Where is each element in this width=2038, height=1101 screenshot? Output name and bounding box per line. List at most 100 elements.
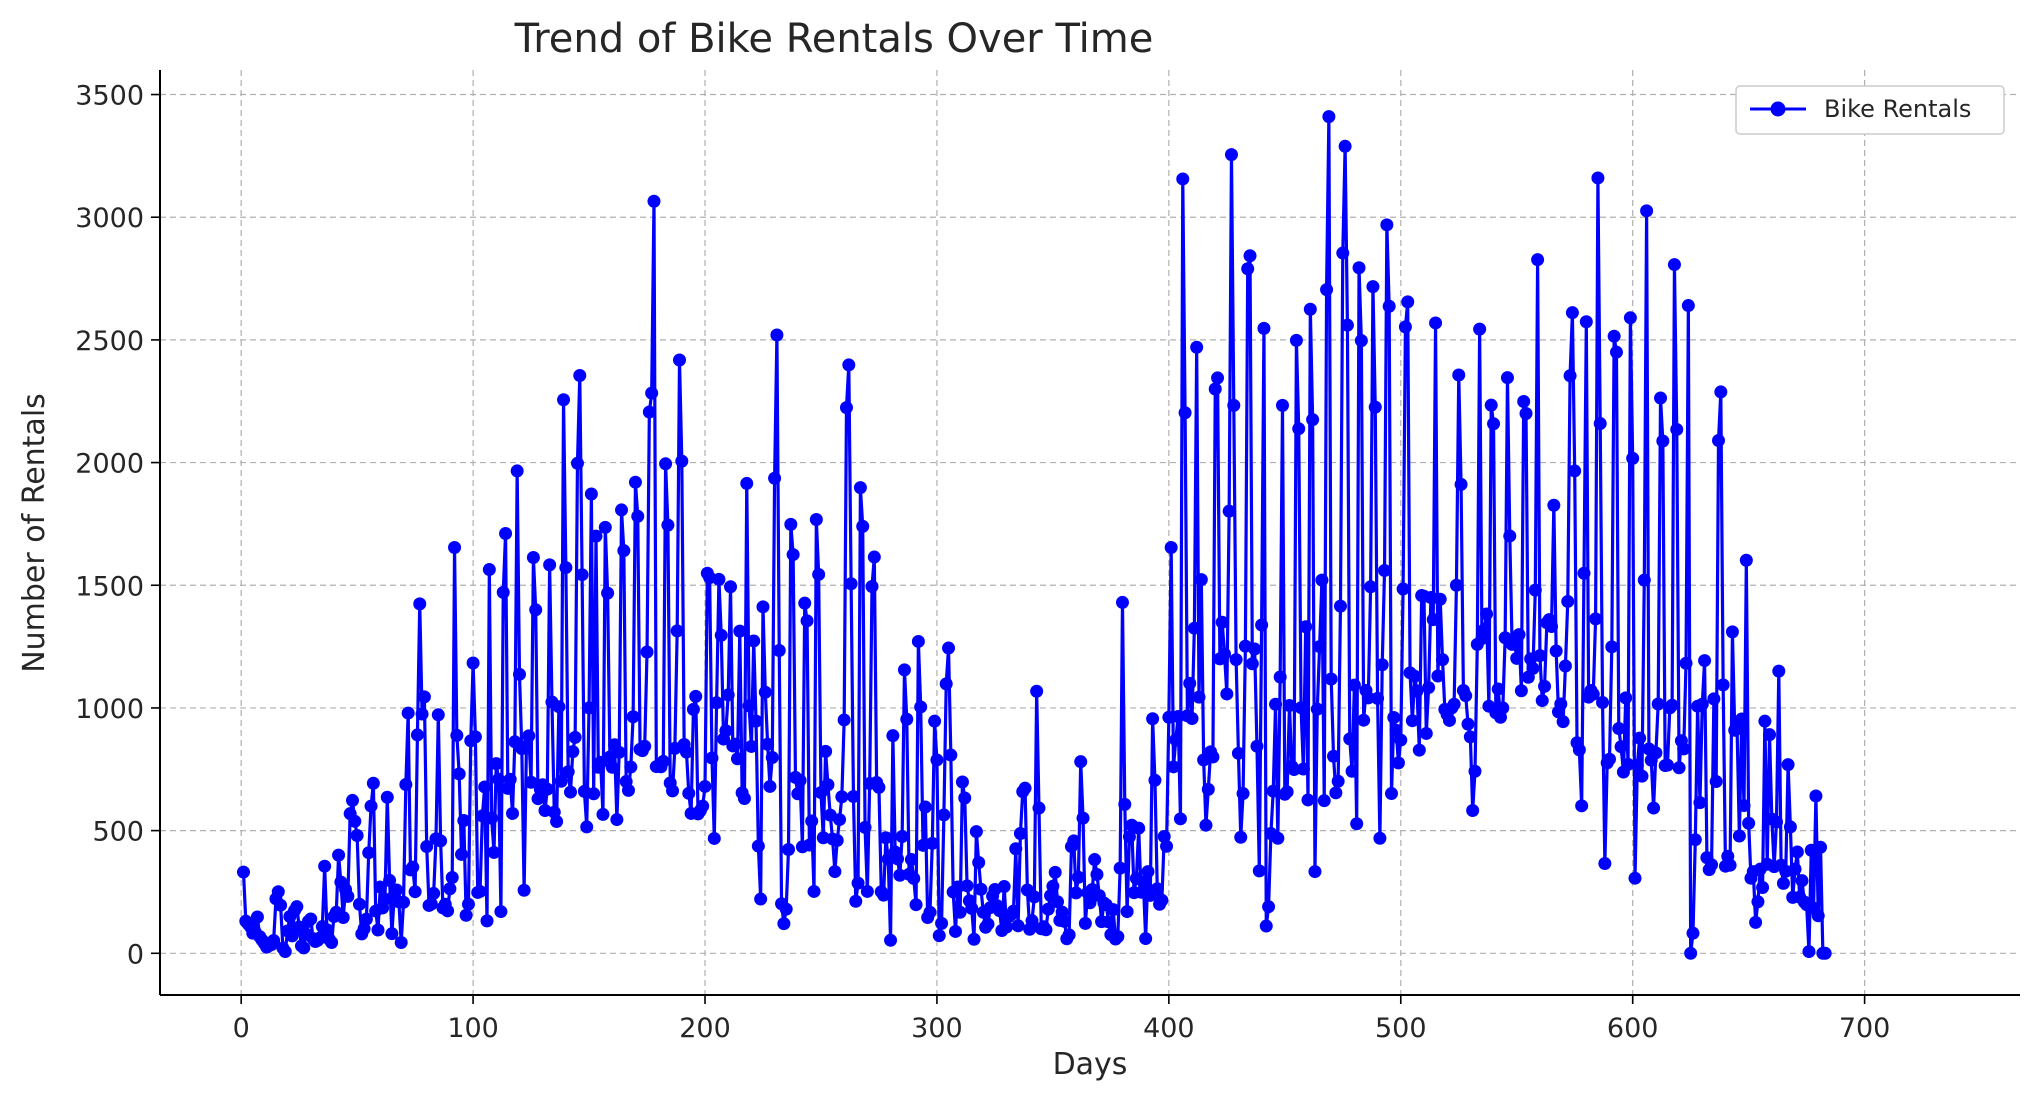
data-point — [285, 929, 299, 943]
data-point — [909, 898, 923, 912]
data-point — [290, 900, 304, 914]
data-point — [944, 748, 958, 762]
data-point — [596, 807, 610, 821]
data-point — [1146, 712, 1160, 726]
data-point — [325, 935, 339, 949]
data-point — [1354, 334, 1368, 348]
data-point — [1336, 246, 1350, 260]
data-point — [812, 567, 826, 581]
data-point — [485, 811, 499, 825]
data-point — [1633, 731, 1647, 745]
data-point — [1500, 371, 1514, 385]
y-tick-label: 500 — [92, 817, 144, 848]
data-point — [1229, 653, 1243, 667]
data-point — [1763, 728, 1777, 742]
data-point — [1275, 398, 1289, 412]
data-point — [872, 780, 886, 794]
data-point — [598, 520, 612, 534]
data-point — [1473, 322, 1487, 336]
data-point — [779, 902, 793, 916]
data-point — [1426, 613, 1440, 627]
data-point — [1712, 433, 1725, 447]
data-point — [1315, 573, 1329, 587]
data-point — [728, 737, 742, 751]
data-point — [1510, 651, 1524, 665]
data-point — [1271, 831, 1285, 845]
data-point — [1211, 371, 1225, 385]
data-point — [918, 800, 932, 814]
data-point — [849, 894, 863, 908]
data-point — [1364, 580, 1378, 594]
data-point — [1447, 697, 1461, 711]
data-point — [1273, 670, 1287, 684]
data-point — [1756, 881, 1770, 895]
data-point — [1519, 407, 1533, 420]
data-point — [1030, 684, 1044, 698]
data-point — [972, 856, 986, 870]
data-point — [782, 843, 795, 856]
data-point — [939, 677, 953, 691]
data-point — [1686, 926, 1700, 940]
data-point — [1324, 672, 1338, 686]
data-point — [1313, 640, 1327, 654]
data-point — [559, 561, 573, 575]
data-point — [345, 793, 359, 807]
data-point — [1431, 669, 1445, 683]
data-point — [1670, 422, 1684, 436]
data-point — [1396, 582, 1410, 596]
data-point — [1575, 799, 1589, 813]
data-point — [250, 910, 264, 924]
data-point — [1375, 658, 1389, 672]
data-point — [1667, 258, 1681, 272]
data-point — [686, 702, 700, 716]
data-point — [519, 739, 533, 753]
data-point — [461, 897, 475, 911]
data-point — [958, 791, 972, 805]
data-point — [828, 865, 842, 879]
data-point — [1139, 932, 1153, 946]
data-point — [737, 791, 751, 805]
data-point — [1078, 916, 1092, 930]
data-point — [568, 730, 582, 744]
data-point — [1565, 306, 1579, 320]
data-point — [348, 814, 362, 828]
data-point — [842, 358, 856, 372]
data-point — [1378, 564, 1392, 578]
data-point — [1366, 280, 1380, 294]
data-point — [802, 838, 816, 852]
data-point — [1630, 758, 1644, 772]
data-point — [1387, 711, 1401, 724]
data-point — [441, 904, 455, 918]
data-point — [749, 714, 763, 728]
data-point — [1255, 618, 1269, 632]
data-point — [1048, 865, 1062, 879]
data-point — [489, 757, 503, 771]
data-point — [1331, 774, 1345, 788]
gridlines — [160, 70, 2020, 995]
data-point — [1132, 821, 1146, 835]
data-point — [886, 729, 900, 743]
data-point — [969, 825, 983, 839]
data-point — [1579, 315, 1593, 329]
data-point — [675, 454, 689, 468]
data-point — [1308, 865, 1322, 879]
data-point — [364, 799, 378, 813]
data-point — [526, 551, 540, 565]
data-point — [740, 476, 754, 490]
data-point — [1709, 775, 1723, 789]
data-point — [1301, 793, 1315, 807]
data-point — [1517, 394, 1531, 408]
data-point — [380, 790, 394, 804]
data-point — [1083, 896, 1097, 910]
data-point — [1598, 856, 1612, 870]
data-point — [1194, 573, 1208, 587]
data-point — [1640, 204, 1654, 218]
data-point — [1236, 787, 1250, 801]
data-point — [937, 808, 951, 822]
data-point — [673, 353, 686, 367]
data-point — [772, 644, 786, 658]
data-point — [768, 471, 782, 485]
y-axis-label: Number of Rentals — [17, 393, 52, 673]
data-point — [1368, 400, 1382, 414]
data-point — [1742, 816, 1756, 830]
